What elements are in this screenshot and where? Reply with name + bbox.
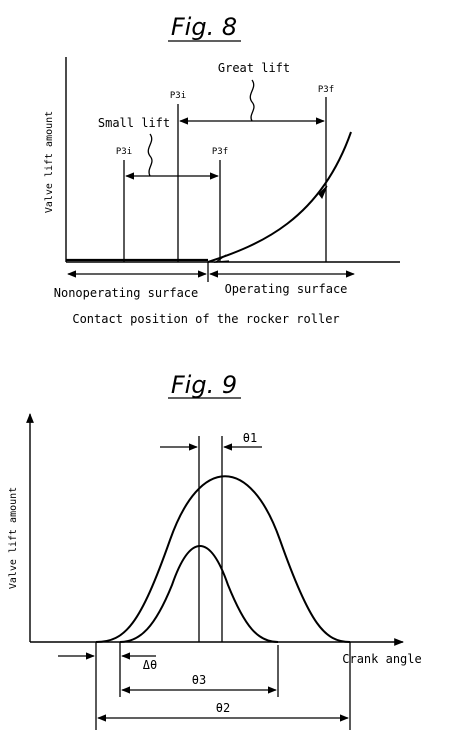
fig9-theta2-label: θ2 [216,701,230,715]
figure-8: Fig. 8 Valve lift amount P3i P3i P3f P3f… [44,13,400,326]
fig8-x-axis-label: Contact position of the rocker roller [72,312,339,326]
fig8-small-lift-label: Small lift [98,116,170,130]
fig8-p3f-great-label: P3f [318,85,334,95]
fig8-operating-label: Operating surface [225,282,348,296]
fig8-nonoperating-label: Nonoperating surface [54,286,199,300]
fig8-small-lift-leader [147,133,153,177]
fig9-small-lift-curve [119,545,279,643]
fig9-delta-theta-label: Δθ [143,658,157,672]
fig8-great-lift-leader [249,79,255,122]
fig8-curve-arrowhead-upper [318,185,328,199]
fig9-x-axis-label: Crank angle [342,652,421,666]
fig9-large-lift-curve [95,475,351,643]
fig9-theta1-label: θ1 [243,431,257,445]
fig8-curve-arrowhead-lower [213,254,230,263]
fig9-title: Fig. 9 [171,371,237,399]
fig8-great-lift-label: Great lift [218,61,290,75]
fig8-p3i-great-label: P3i [170,91,186,101]
fig9-y-axis-label: Valve lift amount [8,487,19,589]
figure-9: Fig. 9 Valve lift amount Crank angle θ1 … [8,371,422,730]
fig8-y-axis-label: Valve lift amount [44,111,55,213]
fig8-p3f-small-label: P3f [212,147,228,157]
fig8-title: Fig. 8 [171,13,237,41]
fig9-theta3-label: θ3 [192,673,206,687]
fig8-p3i-small-label: P3i [116,147,132,157]
fig8-operating-curve [207,131,352,263]
